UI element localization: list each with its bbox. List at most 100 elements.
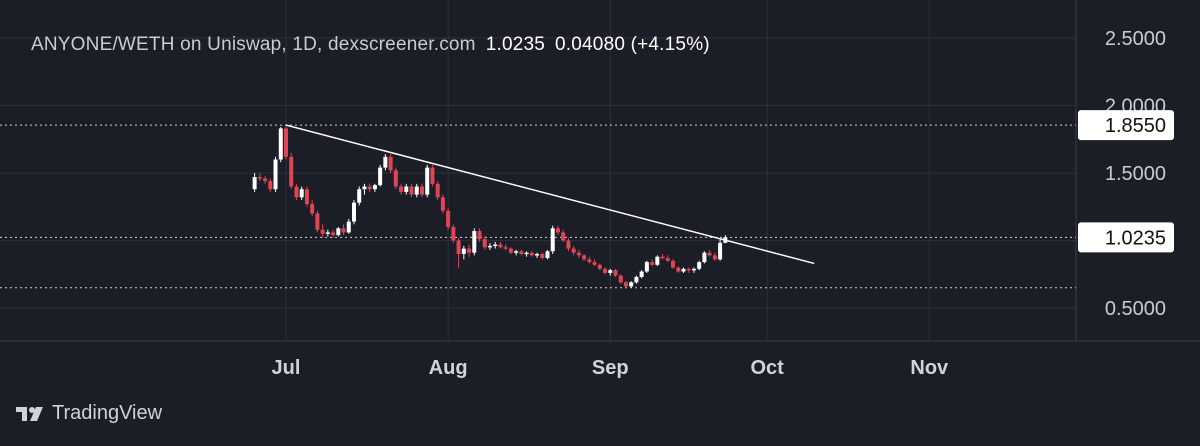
candle-body bbox=[461, 248, 466, 254]
candle-body bbox=[304, 189, 309, 205]
candle-body bbox=[378, 167, 383, 186]
candle-body bbox=[440, 197, 445, 211]
candle-body bbox=[310, 204, 315, 214]
candle bbox=[524, 251, 529, 257]
candle bbox=[566, 237, 571, 252]
candle-body bbox=[629, 282, 634, 287]
candle bbox=[461, 245, 466, 260]
brand-name: TradingView bbox=[52, 402, 163, 424]
candle-body bbox=[284, 128, 288, 157]
candle-body bbox=[456, 240, 461, 254]
candle-body bbox=[451, 227, 456, 241]
candle-body bbox=[383, 156, 388, 168]
candle-body bbox=[535, 254, 540, 256]
candle bbox=[650, 259, 655, 267]
candle-body bbox=[482, 239, 487, 248]
candle-body bbox=[519, 251, 524, 254]
candle-body bbox=[702, 252, 707, 263]
y-tick-label: 1.5000 bbox=[1105, 163, 1166, 185]
candle bbox=[393, 167, 398, 190]
candle-body bbox=[273, 159, 278, 190]
candle-body bbox=[257, 177, 262, 179]
candle-body bbox=[603, 268, 608, 273]
candle bbox=[576, 249, 581, 259]
candle-body bbox=[582, 255, 587, 260]
horizontal-lines bbox=[0, 124, 1076, 289]
time-axis[interactable]: Jul Aug Sep Oct Nov bbox=[272, 357, 950, 379]
candle-body bbox=[671, 260, 676, 268]
candle bbox=[529, 251, 534, 257]
candle-body bbox=[294, 186, 299, 198]
candle bbox=[681, 267, 686, 273]
candle bbox=[550, 225, 555, 254]
candle bbox=[582, 254, 587, 261]
candle bbox=[655, 255, 660, 267]
x-tick-label: Sep bbox=[592, 357, 629, 379]
candle bbox=[310, 200, 315, 217]
candle-body bbox=[561, 232, 566, 241]
candle-body bbox=[331, 232, 336, 236]
candle bbox=[268, 178, 273, 192]
price-tag-box bbox=[1078, 222, 1174, 253]
candle-body bbox=[487, 245, 492, 248]
candle-body bbox=[425, 167, 430, 195]
candle bbox=[331, 229, 336, 238]
candle-body bbox=[320, 229, 325, 234]
candle-body bbox=[555, 228, 560, 233]
candle-body bbox=[498, 244, 503, 248]
candle bbox=[451, 224, 456, 244]
candle-body bbox=[503, 247, 508, 249]
candle-body bbox=[545, 251, 550, 259]
candle-body bbox=[697, 262, 702, 269]
candle-body bbox=[566, 240, 571, 249]
candle bbox=[691, 267, 696, 273]
candle-body bbox=[325, 232, 330, 234]
candle-body bbox=[263, 178, 268, 182]
candle-body bbox=[712, 255, 717, 260]
candle bbox=[613, 268, 618, 277]
candle bbox=[315, 210, 320, 233]
candle bbox=[362, 183, 367, 195]
candle-body bbox=[315, 213, 320, 230]
candle bbox=[592, 259, 597, 267]
candle bbox=[508, 247, 513, 254]
y-tick-label: 0.5000 bbox=[1105, 298, 1166, 320]
price-tag-label: 1.0235 bbox=[1105, 227, 1166, 249]
last-price: 1.0235 bbox=[485, 34, 546, 55]
price-tag: 1.0235 bbox=[1078, 222, 1174, 253]
candle bbox=[555, 225, 560, 236]
candle bbox=[419, 183, 424, 198]
candle-body bbox=[639, 271, 644, 277]
grid bbox=[0, 0, 1200, 342]
candle bbox=[623, 281, 628, 288]
candle bbox=[378, 164, 383, 187]
candle bbox=[644, 260, 649, 273]
candle-body bbox=[372, 185, 377, 190]
candle-body bbox=[404, 186, 409, 192]
candle-body bbox=[718, 242, 723, 260]
candle bbox=[357, 186, 362, 206]
candle bbox=[702, 251, 707, 264]
candle bbox=[430, 164, 435, 187]
candle bbox=[325, 229, 330, 237]
candle bbox=[456, 237, 461, 268]
candle-body bbox=[550, 228, 555, 252]
candle-body bbox=[644, 262, 649, 272]
candle bbox=[571, 245, 576, 256]
candle-body bbox=[576, 252, 581, 256]
candle-body bbox=[346, 221, 351, 233]
candle-body bbox=[514, 251, 519, 253]
candle bbox=[712, 252, 717, 261]
x-tick-label: Aug bbox=[429, 357, 468, 379]
candle bbox=[603, 267, 608, 275]
candle bbox=[388, 154, 393, 173]
candle-body bbox=[351, 202, 356, 222]
tradingview-brand[interactable]: TradingView bbox=[16, 402, 162, 425]
x-tick-label: Nov bbox=[910, 357, 949, 379]
candle bbox=[367, 183, 372, 192]
candle-body bbox=[707, 252, 712, 256]
candle bbox=[263, 175, 268, 184]
